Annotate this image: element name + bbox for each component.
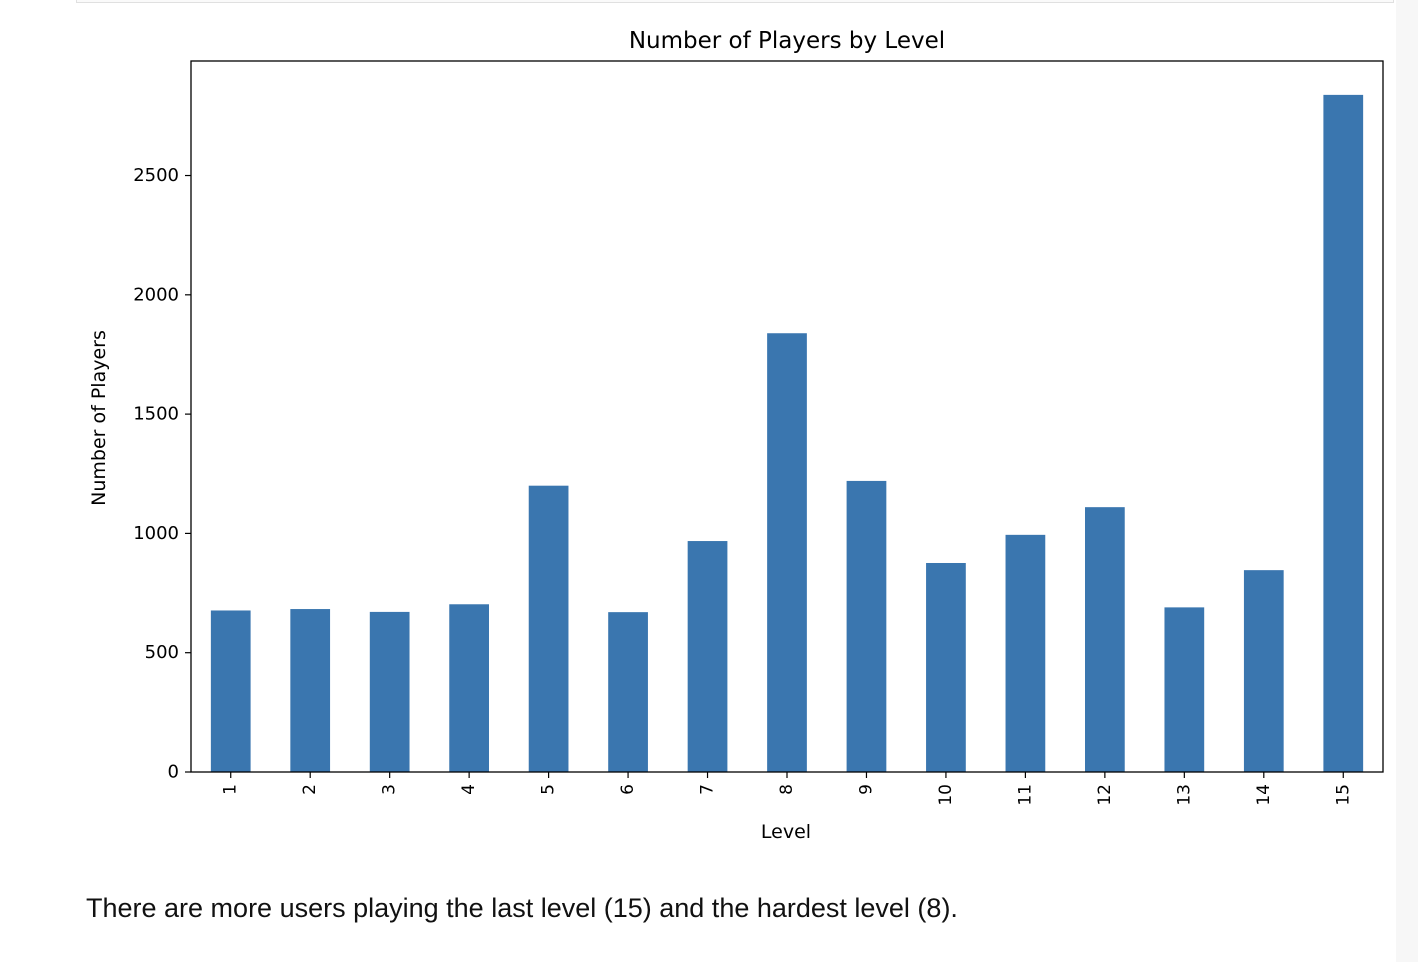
x-tick-label: 12 <box>1095 784 1115 806</box>
y-tick-label: 1500 <box>133 404 179 425</box>
bar-level-15 <box>1323 94 1364 772</box>
bar-level-8 <box>767 333 807 772</box>
y-axis-label: Number of Players <box>88 330 110 506</box>
x-tick-label: 8 <box>777 784 797 795</box>
bar-chart: Number of Players by Level Number of Pla… <box>88 28 1384 843</box>
x-tick-label: 11 <box>1015 784 1035 806</box>
bar-level-11 <box>1005 534 1046 772</box>
x-axis-label: Level <box>761 821 811 843</box>
x-tick-label: 10 <box>936 784 956 806</box>
x-tick-label: 14 <box>1254 784 1274 806</box>
bar-level-6 <box>608 612 648 772</box>
notebook-caption: There are more users playing the last le… <box>86 893 958 923</box>
x-tick-label: 4 <box>459 784 479 795</box>
y-tick-label: 0 <box>168 762 179 783</box>
bar-level-10 <box>926 562 966 772</box>
bars-group <box>210 94 1364 772</box>
x-tick-label: 9 <box>856 784 876 795</box>
plot-frame <box>190 60 1384 773</box>
bar-level-5 <box>528 485 569 772</box>
bar-level-13 <box>1164 607 1205 772</box>
y-tick-label: 2000 <box>133 284 179 305</box>
x-tick-label: 6 <box>618 784 638 795</box>
y-tick-label: 1000 <box>133 523 179 544</box>
bar-level-14 <box>1243 570 1284 772</box>
x-tick-label: 13 <box>1174 784 1194 806</box>
y-tick-label: 500 <box>145 642 179 663</box>
x-tick-label: 3 <box>380 784 400 795</box>
bar-level-1 <box>210 610 251 772</box>
x-tick-label: 5 <box>539 784 559 795</box>
bar-level-9 <box>846 480 887 772</box>
x-tick-label: 2 <box>300 784 320 795</box>
scrollbar-track[interactable] <box>1396 0 1418 962</box>
previous-cell-border <box>76 0 1394 3</box>
bar-level-4 <box>449 604 489 772</box>
bar-level-12 <box>1085 507 1125 772</box>
bar-level-2 <box>290 609 331 772</box>
y-axis: 0 500 1000 1500 2000 2500 <box>133 165 191 783</box>
bar-level-3 <box>369 611 410 772</box>
x-tick-label: 15 <box>1333 784 1353 806</box>
x-tick-label: 1 <box>221 784 241 795</box>
bar-level-7 <box>687 541 728 772</box>
chart-title: Number of Players by Level <box>629 28 945 54</box>
y-tick-label: 2500 <box>133 165 179 186</box>
x-axis: 1 2 3 4 5 6 7 8 9 10 11 12 13 14 15 <box>221 772 1353 806</box>
x-tick-label: 7 <box>698 784 718 795</box>
